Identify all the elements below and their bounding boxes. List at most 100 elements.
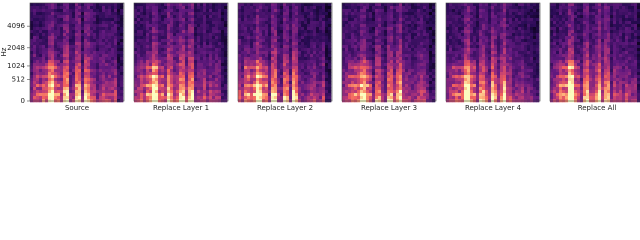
cell [357,18,361,22]
cell [179,72,183,76]
cell [176,3,180,7]
cell [479,27,483,31]
cell [432,33,436,37]
cell [286,96,290,100]
cell [509,12,513,16]
cell [111,3,115,7]
cell [247,90,251,94]
cell [206,51,210,55]
cell [390,69,394,73]
cell [381,69,385,73]
cell [414,66,418,70]
cell [387,39,391,43]
cell [30,87,34,91]
cell [203,39,207,43]
cell [197,45,201,49]
cell [351,45,355,49]
cell [221,87,225,91]
cell [432,66,436,70]
cell [524,51,528,55]
cell [268,63,272,67]
cell [515,45,519,49]
cell [54,27,58,31]
cell [345,60,349,64]
cell [342,33,346,37]
cell [72,9,76,13]
cell [212,12,216,16]
cell [265,96,269,100]
cell [325,9,329,13]
cell [408,93,412,97]
cell [247,93,251,97]
cell [102,75,106,79]
cell [417,63,421,67]
cell [244,21,248,25]
cell [360,75,364,79]
cell [491,69,495,73]
cell [381,63,385,67]
cell [536,69,540,73]
cell [117,72,121,76]
cell [99,36,103,40]
cell [432,3,436,7]
cell [348,51,352,55]
cell [194,12,198,16]
y-tick-label: 512 [12,76,25,84]
cell [342,99,346,103]
cell [512,3,516,7]
cell [182,21,186,25]
cell [360,21,364,25]
cell [512,39,516,43]
cell [72,33,76,37]
cell [286,99,290,103]
cell [36,39,40,43]
cell [533,81,537,85]
cell [423,39,427,43]
cell [518,66,522,70]
cell [114,57,118,61]
cell [69,6,73,10]
cell [33,99,37,103]
cell [375,90,379,94]
cell [295,78,299,82]
cell [57,75,61,79]
cell [405,81,409,85]
cell [429,45,433,49]
cell [90,81,94,85]
cell [137,93,141,97]
cell [360,66,364,70]
cell [307,27,311,31]
cell [54,24,58,28]
cell [33,87,37,91]
cell [488,72,492,76]
cell [298,18,302,22]
cell [105,96,109,100]
cell [152,87,156,91]
cell [509,21,513,25]
cell [69,24,73,28]
cell [102,81,106,85]
cell [114,99,118,103]
cell [432,72,436,76]
cell [533,6,537,10]
cell [304,72,308,76]
cell [206,54,210,58]
cell [42,3,46,7]
cell [161,18,165,22]
cell [173,99,177,103]
cell [36,6,40,10]
cell [96,12,100,16]
cell [105,6,109,10]
cell [461,51,465,55]
cell [402,69,406,73]
cell [342,84,346,88]
cell [521,36,525,40]
cell [464,33,468,37]
cell [194,84,198,88]
cell [36,90,40,94]
cell [310,84,314,88]
cell [173,84,177,88]
cell [63,30,67,34]
cell [253,21,257,25]
cell [369,21,373,25]
